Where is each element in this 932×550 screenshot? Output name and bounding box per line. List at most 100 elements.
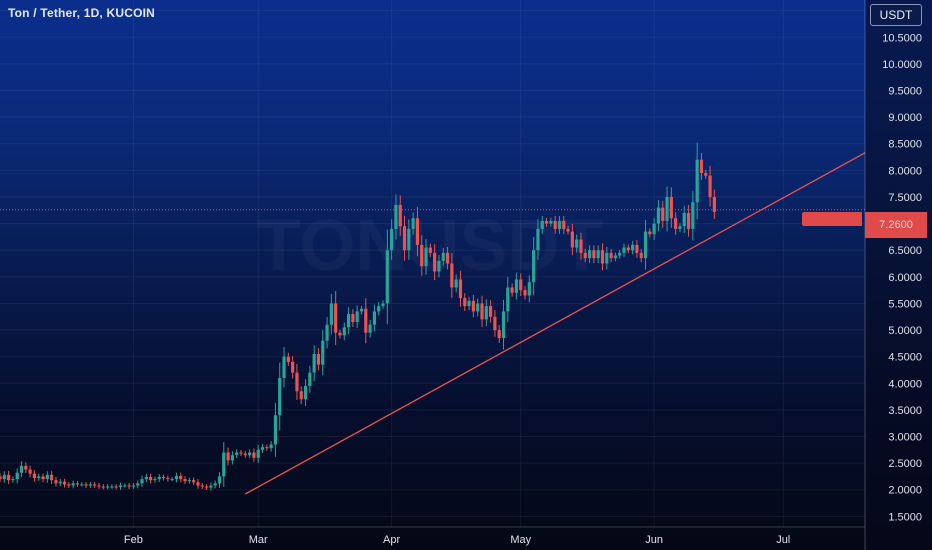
candle[interactable]: [260, 444, 265, 453]
candle[interactable]: [381, 300, 385, 310]
candle[interactable]: [50, 470, 54, 485]
candle[interactable]: [291, 356, 295, 379]
candle[interactable]: [609, 248, 613, 263]
trendline-drawing[interactable]: [244, 152, 866, 495]
candle[interactable]: [325, 316, 329, 349]
candle[interactable]: [669, 187, 673, 228]
candle[interactable]: [299, 386, 303, 405]
candle[interactable]: [321, 330, 325, 376]
candle[interactable]: [480, 295, 484, 328]
candle[interactable]: [484, 299, 488, 327]
candle[interactable]: [192, 477, 196, 486]
candle[interactable]: [674, 212, 678, 235]
candle[interactable]: [415, 206, 420, 257]
candle[interactable]: [187, 477, 191, 484]
candle[interactable]: [643, 220, 648, 270]
candle[interactable]: [67, 481, 71, 488]
symbol-title[interactable]: Ton / Tether, 1D, KUCOIN: [8, 6, 156, 20]
time-axis[interactable]: Feb Mar Apr May Jun Jul: [0, 526, 865, 546]
candle[interactable]: [704, 169, 708, 179]
candle[interactable]: [256, 444, 260, 463]
candle[interactable]: [303, 379, 308, 407]
candle[interactable]: [708, 166, 712, 207]
candle[interactable]: [110, 484, 114, 489]
candle[interactable]: [583, 248, 587, 263]
candle[interactable]: [7, 470, 11, 485]
candle[interactable]: [265, 444, 269, 451]
candle[interactable]: [153, 476, 157, 483]
candle[interactable]: [84, 481, 88, 488]
candle[interactable]: [519, 273, 523, 296]
candle[interactable]: [450, 252, 454, 298]
price-axis[interactable]: 11.000010.500010.00009.50009.00008.50008…: [864, 0, 932, 550]
candle[interactable]: [411, 212, 415, 235]
candle[interactable]: [510, 283, 514, 297]
candle[interactable]: [364, 298, 368, 344]
candle[interactable]: [213, 480, 217, 489]
candle[interactable]: [179, 472, 183, 483]
candle[interactable]: [355, 305, 359, 328]
candle[interactable]: [19, 461, 24, 478]
candle[interactable]: [372, 304, 377, 332]
candle[interactable]: [166, 475, 170, 482]
candle[interactable]: [286, 352, 290, 366]
candle[interactable]: [536, 219, 540, 260]
candle[interactable]: [544, 217, 549, 227]
candle[interactable]: [699, 152, 704, 180]
candle[interactable]: [553, 215, 557, 234]
candle[interactable]: [200, 482, 204, 490]
candle[interactable]: [540, 215, 544, 234]
candle[interactable]: [230, 451, 234, 465]
candle[interactable]: [170, 476, 174, 482]
candle[interactable]: [131, 482, 136, 490]
candle[interactable]: [454, 274, 458, 293]
candle[interactable]: [308, 365, 312, 393]
candle[interactable]: [342, 322, 346, 341]
candle[interactable]: [497, 325, 501, 343]
currency-button[interactable]: USDT: [870, 4, 922, 26]
candle[interactable]: [75, 480, 80, 487]
candle[interactable]: [196, 479, 200, 489]
candle[interactable]: [278, 362, 282, 431]
candle[interactable]: [488, 300, 493, 323]
candle[interactable]: [424, 238, 428, 275]
candle[interactable]: [587, 245, 592, 264]
candle[interactable]: [394, 194, 398, 240]
candle[interactable]: [282, 347, 286, 388]
candle[interactable]: [592, 245, 596, 264]
candle[interactable]: [626, 244, 630, 254]
candle[interactable]: [127, 482, 131, 490]
candle[interactable]: [618, 249, 622, 259]
candle[interactable]: [217, 471, 222, 488]
candle[interactable]: [635, 239, 639, 258]
candle[interactable]: [656, 199, 661, 232]
candle[interactable]: [712, 189, 716, 220]
candle[interactable]: [248, 449, 252, 459]
candles[interactable]: [0, 142, 716, 491]
candle[interactable]: [428, 243, 432, 257]
candle[interactable]: [691, 190, 695, 241]
candle[interactable]: [28, 465, 32, 478]
candle[interactable]: [41, 473, 45, 483]
candle[interactable]: [549, 217, 553, 227]
candle[interactable]: [471, 294, 475, 318]
candle[interactable]: [476, 298, 480, 317]
candle[interactable]: [368, 319, 372, 338]
candle[interactable]: [105, 484, 110, 490]
candle[interactable]: [243, 450, 247, 458]
candle[interactable]: [338, 329, 342, 339]
candle[interactable]: [32, 470, 37, 482]
candle[interactable]: [15, 468, 19, 484]
candle[interactable]: [316, 348, 321, 371]
candle[interactable]: [144, 474, 148, 482]
candle[interactable]: [11, 476, 15, 483]
candle[interactable]: [157, 474, 161, 482]
candle[interactable]: [686, 205, 691, 237]
candle[interactable]: [80, 482, 84, 487]
candle[interactable]: [523, 286, 527, 300]
candle[interactable]: [631, 240, 635, 255]
candle[interactable]: [37, 473, 41, 481]
candle[interactable]: [140, 475, 144, 487]
